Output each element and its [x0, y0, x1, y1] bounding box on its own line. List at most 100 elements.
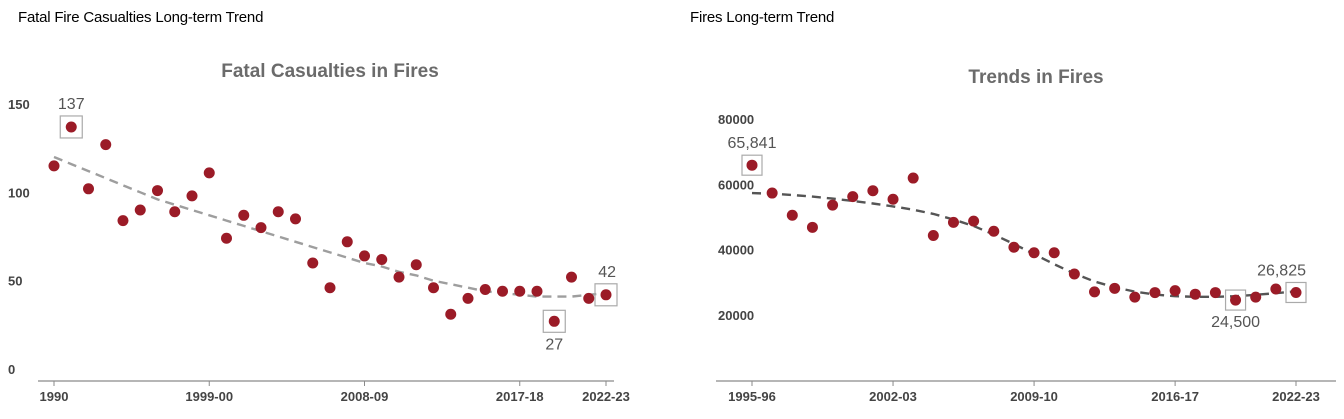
fatal-casualties-panel: Fatal Fire Casualties Long-term Trend Fa…: [8, 9, 630, 404]
data-point: [341, 236, 353, 248]
annotation-box: [1224, 289, 1247, 311]
data-label: 65,841: [728, 135, 777, 152]
data-point: [48, 160, 60, 172]
data-point: [393, 271, 405, 283]
data-point: [203, 167, 215, 179]
data-point: [988, 225, 1000, 237]
fires-panel: Fires Long-term Trend Trends in Fires 19…: [672, 0, 1344, 419]
annotation-box: [741, 154, 763, 176]
data-point: [255, 222, 267, 234]
data-point: [1149, 287, 1161, 299]
x-tick-label: 2022-23: [1272, 389, 1320, 404]
data-point: [786, 209, 798, 221]
y-tick-label: 50: [8, 274, 22, 289]
y-tick-label: 40000: [718, 243, 754, 258]
data-point: [1008, 241, 1020, 253]
data-point: [324, 282, 336, 294]
data-point: [1209, 287, 1221, 299]
data-point: [497, 285, 508, 297]
data-label: 27: [545, 336, 563, 353]
data-point: [272, 206, 284, 218]
data-point: [847, 191, 859, 203]
annotation-box: [59, 115, 83, 139]
x-tick-label: 2022-23: [582, 389, 630, 404]
data-point: [1028, 247, 1040, 259]
data-point: [968, 215, 980, 227]
data-point: [827, 199, 839, 211]
data-label: 137: [58, 96, 85, 113]
x-tick-label: 1995-96: [728, 389, 776, 404]
data-point: [376, 253, 388, 265]
data-point: [1089, 286, 1101, 298]
data-point: [1189, 288, 1201, 300]
data-point: [806, 221, 818, 233]
data-label: 24,500: [1211, 314, 1260, 331]
data-point: [514, 285, 526, 297]
data-point: [927, 229, 939, 241]
y-tick-label: 20000: [718, 308, 754, 323]
data-point: [1270, 283, 1282, 295]
trend-line: [751, 191, 1297, 298]
data-point: [867, 185, 879, 197]
data-point: [531, 285, 543, 297]
data-point: [65, 121, 77, 133]
data-point: [947, 216, 959, 228]
x-tick-label: 1999-00: [185, 389, 233, 404]
fatal-casualties-chart: Fatal Casualties in Fires 1990 1999-00 200…: [8, 61, 630, 404]
data-point: [548, 315, 560, 327]
fires-chart: Trends in Fires 1995-96 2002-03 2009-10 201…: [716, 67, 1336, 404]
data-point: [445, 308, 457, 320]
data-point: [1290, 286, 1302, 298]
data-point: [766, 187, 778, 199]
data-point: [1109, 282, 1121, 294]
data-point: [428, 282, 439, 294]
data-point: [887, 193, 899, 205]
data-point: [100, 139, 112, 151]
annotation-box: [1285, 281, 1307, 304]
data-point: [1230, 294, 1242, 306]
chart-title: Fatal Casualties in Fires: [221, 61, 439, 82]
data-point: [1129, 291, 1141, 303]
y-tick-label: 60000: [718, 177, 754, 192]
data-point: [134, 204, 146, 216]
data-point: [583, 292, 595, 304]
data-point: [1250, 291, 1262, 303]
annotation-box: [542, 309, 566, 333]
annotation-box: [594, 283, 618, 307]
data-point: [152, 185, 163, 197]
panel-heading: Fatal Fire Casualties Long-term Trend: [18, 9, 264, 26]
panel-heading: Fires Long-term Trend: [690, 9, 835, 26]
data-point: [907, 172, 919, 184]
data-label: 42: [598, 264, 616, 281]
data-point: [1048, 247, 1060, 259]
y-tick-label: 150: [8, 97, 30, 112]
data-point: [1068, 268, 1080, 280]
data-point: [479, 284, 491, 295]
data-point: [746, 159, 758, 171]
data-point: [238, 209, 250, 221]
data-point: [1169, 285, 1181, 297]
data-point: [462, 292, 474, 304]
data-point: [566, 271, 577, 283]
data-point: [221, 232, 232, 244]
x-tick-label: 2017-18: [496, 389, 544, 404]
data-point: [186, 190, 198, 202]
data-point: [307, 257, 319, 269]
x-tick-label: 1990: [40, 389, 69, 404]
chart-title: Trends in Fires: [968, 67, 1103, 88]
x-tick-label: 2002-03: [869, 389, 917, 404]
x-tick-label: 2009-10: [1010, 389, 1058, 404]
data-point: [410, 259, 422, 271]
data-point: [83, 183, 94, 195]
x-tick-label: 2008-09: [341, 389, 389, 404]
y-tick-label: 100: [8, 185, 30, 200]
y-tick-label: 0: [8, 362, 15, 377]
data-point: [290, 213, 301, 225]
data-label: 26,825: [1257, 262, 1306, 279]
y-tick-label: 80000: [718, 112, 754, 127]
data-point: [600, 289, 612, 301]
trend-line: [53, 155, 607, 298]
x-tick-label: 2016-17: [1151, 389, 1199, 404]
data-point: [169, 206, 181, 218]
data-point: [359, 250, 370, 262]
